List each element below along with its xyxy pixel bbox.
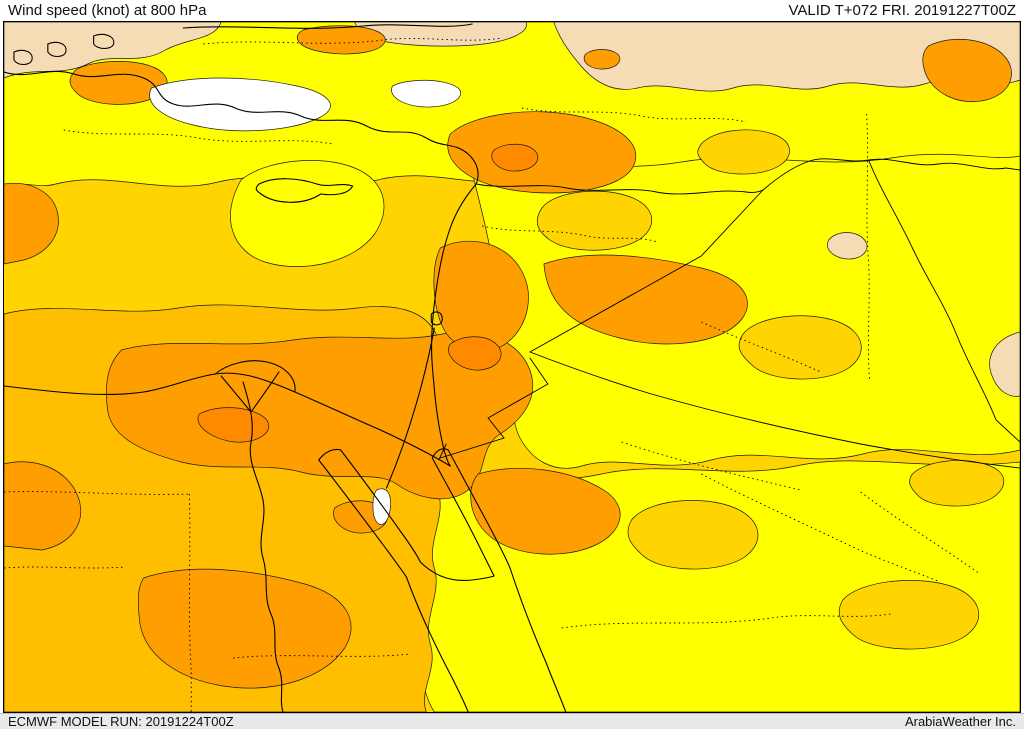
- contour-region-yellow-cyprus: [230, 160, 385, 267]
- contour-regions-orange: [4, 25, 1012, 689]
- contour-region-orange-top-small-2: [583, 49, 621, 70]
- contour-patch-gold-4: [838, 580, 980, 650]
- coastline-cyprus: [255, 178, 354, 203]
- river-jordan: [385, 327, 435, 489]
- coastline-aegean-island-2: [47, 41, 67, 58]
- dotted-egypt-south: [233, 653, 411, 659]
- contour-core-deep-orange-1: [448, 336, 502, 371]
- sinai-south-coast: [419, 561, 495, 582]
- model-run-label: ECMWF MODEL RUN: 20191224T00Z: [8, 714, 234, 729]
- dotted-egypt-horizontal-1: [4, 491, 190, 495]
- border-jordan-saudi: [439, 357, 549, 459]
- coastlines: [4, 23, 567, 712]
- contour-region-orange-west-edge: [4, 182, 59, 265]
- red-sea-west-shore: [405, 576, 469, 712]
- gulf-of-aqaba-head: [431, 448, 449, 459]
- map-header: Wind speed (knot) at 800 hPa VALID T+072…: [0, 0, 1024, 21]
- map-footer: ECMWF MODEL RUN: 20191224T00Z ArabiaWeat…: [0, 713, 1024, 729]
- border-iraq-iran: [868, 159, 1020, 443]
- valid-time-label: VALID T+072 FRI. 20191227T00Z: [788, 2, 1017, 19]
- contour-map-svg: [4, 22, 1020, 712]
- country-borders: [438, 158, 1020, 469]
- contour-patch-gold-2: [738, 315, 862, 380]
- dotted-saudi-horizontal: [561, 613, 891, 629]
- gulf-of-suez-head: [318, 448, 342, 461]
- dotted-egypt-horizontal-2: [4, 566, 126, 569]
- dotted-iraq-1: [701, 321, 821, 373]
- gulf-of-suez-east-shore: [340, 449, 421, 563]
- map-canvas: [3, 21, 1021, 713]
- brand-label: ArabiaWeather Inc.: [904, 714, 1016, 729]
- contour-region-orange-jordan: [433, 240, 529, 352]
- dotted-boundaries: [4, 37, 981, 712]
- gulf-of-suez-west-shore: [318, 459, 407, 578]
- contour-patch-gold-1: [536, 190, 652, 251]
- coastline-nile-delta: [214, 360, 296, 393]
- river-nile: [242, 381, 284, 712]
- contour-region-orange-turkey: [447, 111, 636, 194]
- coastline-aegean-island-1: [13, 49, 33, 66]
- contour-regions-gold-patches: [536, 129, 1005, 650]
- contour-regions-white: [149, 77, 461, 525]
- contour-region-orange-south-egypt: [137, 568, 352, 689]
- page-title: Wind speed (knot) at 800 hPa: [8, 2, 207, 19]
- contour-region-white-dead-sea: [372, 488, 391, 525]
- gulf-of-aqaba-west-shore: [431, 457, 495, 577]
- dotted-saudi-diagonal: [701, 473, 941, 583]
- lake-galilee: [430, 311, 443, 326]
- border-israel-egypt: [438, 443, 447, 460]
- border-syria-iraq: [529, 189, 764, 353]
- border-iraq-saudi: [529, 351, 1020, 469]
- contour-region-orange-nw-saudi: [470, 468, 621, 555]
- coastline-black-sea: [182, 23, 473, 29]
- coastline-egypt-north: [4, 372, 451, 467]
- contour-patch-gold-3: [627, 500, 759, 570]
- red-sea-east-shore: [509, 567, 567, 712]
- contour-region-orange-west-mid: [4, 461, 82, 551]
- contour-patch-gold-6: [909, 460, 1005, 507]
- gulf-of-aqaba-east-shore: [447, 449, 511, 569]
- dotted-egypt-vertical: [188, 493, 192, 712]
- contour-region-tan-dot-east: [827, 232, 868, 260]
- dotted-turkey-3: [203, 37, 503, 45]
- contour-regions-pale-tan: [4, 22, 1020, 397]
- contour-region-orange-ne-corner: [922, 38, 1012, 103]
- river-nile-branch-west: [220, 375, 252, 413]
- contour-region-tan-northwest-corner: [4, 22, 222, 79]
- coastline-turkey-south: [4, 70, 479, 185]
- coastline-aegean-island-3: [93, 33, 115, 50]
- river-nile-branch-east: [250, 371, 280, 413]
- border-turkey-syria: [475, 183, 764, 195]
- contour-region-tan-east-edge: [989, 331, 1020, 397]
- contour-patch-gold-5: [697, 129, 790, 175]
- contour-core-deep-orange-3: [491, 143, 539, 172]
- contour-region-orange-sw-iraq: [543, 254, 748, 345]
- coastline-levant: [430, 183, 477, 467]
- dotted-syria-internal: [482, 225, 658, 243]
- contour-region-white-anatolia-2: [391, 79, 461, 108]
- contour-region-white-anatolia: [149, 77, 331, 132]
